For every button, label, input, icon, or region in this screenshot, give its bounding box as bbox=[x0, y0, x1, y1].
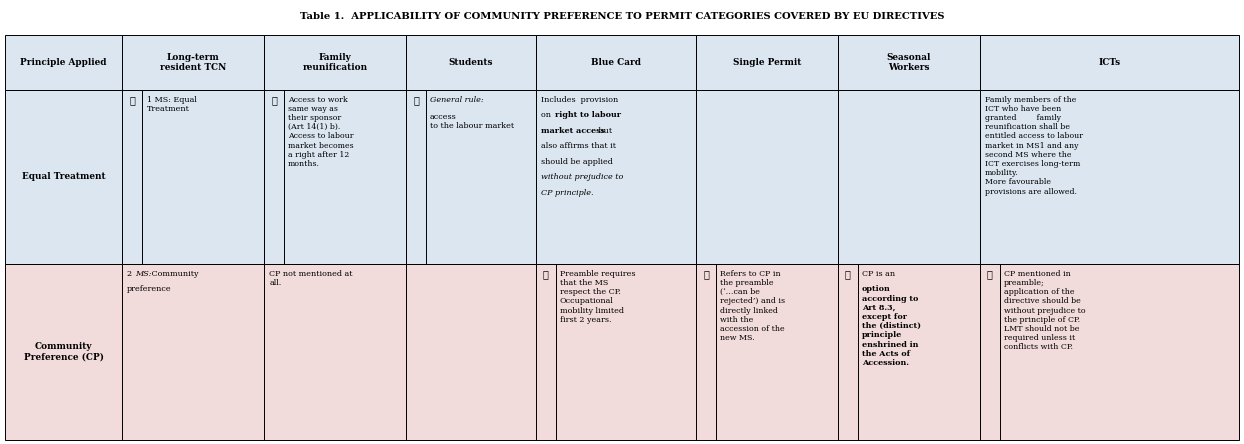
Bar bbox=[122, 90, 264, 264]
Bar bbox=[838, 35, 980, 90]
Text: Community
Preference (CP): Community Preference (CP) bbox=[24, 342, 103, 361]
Text: MS:: MS: bbox=[136, 270, 152, 278]
Text: Refers to CP in
the preamble
(‘…can be
rejected’) and is
directly linked
with th: Refers to CP in the preamble (‘…can be r… bbox=[720, 270, 785, 342]
Text: right to labour: right to labour bbox=[555, 111, 621, 119]
Text: ✓: ✓ bbox=[703, 270, 709, 279]
Text: Table 1.  APPLICABILITY OF COMMUNITY PREFERENCE TO PERMIT CATEGORIES COVERED BY : Table 1. APPLICABILITY OF COMMUNITY PREF… bbox=[300, 12, 944, 21]
Text: Equal Treatment: Equal Treatment bbox=[22, 172, 106, 181]
Text: 2: 2 bbox=[127, 270, 134, 278]
Text: Blue Card: Blue Card bbox=[591, 58, 641, 67]
Text: ✓: ✓ bbox=[271, 95, 277, 105]
Bar bbox=[264, 90, 406, 264]
Bar bbox=[536, 264, 697, 440]
Text: General rule:: General rule: bbox=[430, 95, 484, 104]
Text: without prejudice to: without prejudice to bbox=[541, 173, 623, 181]
Bar bbox=[5, 90, 122, 264]
Text: ✓: ✓ bbox=[129, 95, 136, 105]
Bar bbox=[536, 35, 697, 90]
Text: Students: Students bbox=[449, 58, 493, 67]
Text: ✓: ✓ bbox=[542, 270, 549, 279]
Bar bbox=[264, 35, 406, 90]
Bar bbox=[122, 35, 264, 90]
Bar bbox=[406, 35, 536, 90]
Text: ✓: ✓ bbox=[986, 270, 993, 279]
Text: ✓: ✓ bbox=[845, 270, 851, 279]
Bar bbox=[838, 90, 980, 264]
Text: 1 MS: Equal
Treatment: 1 MS: Equal Treatment bbox=[147, 95, 197, 113]
Text: Preamble requires
that the MS
respect the CP.
Occupational
mobility limited
firs: Preamble requires that the MS respect th… bbox=[560, 270, 636, 324]
Bar bbox=[264, 264, 406, 440]
Text: also affirms that it: also affirms that it bbox=[541, 142, 616, 150]
Bar bbox=[980, 35, 1239, 90]
Text: on: on bbox=[541, 111, 554, 119]
Bar bbox=[536, 90, 697, 264]
Text: market access: market access bbox=[541, 127, 605, 135]
Bar bbox=[697, 35, 838, 90]
Text: CP mentioned in
preamble;
application of the
directive should be
without prejudi: CP mentioned in preamble; application of… bbox=[1004, 270, 1086, 351]
Text: Single Permit: Single Permit bbox=[733, 58, 801, 67]
Text: Long-term
resident TCN: Long-term resident TCN bbox=[160, 53, 226, 72]
Text: Community: Community bbox=[149, 270, 199, 278]
Bar bbox=[980, 264, 1239, 440]
Bar bbox=[697, 90, 838, 264]
Bar bbox=[980, 90, 1239, 264]
Text: Principle Applied: Principle Applied bbox=[20, 58, 107, 67]
Text: access
to the labour market: access to the labour market bbox=[430, 113, 514, 130]
Text: Includes  provision: Includes provision bbox=[541, 95, 618, 104]
Text: CP not mentioned at
all.: CP not mentioned at all. bbox=[269, 270, 352, 287]
Text: CP principle.: CP principle. bbox=[541, 189, 593, 197]
Text: option
according to
Art 8.3,
except for
the (distinct)
principle
enshrined in
th: option according to Art 8.3, except for … bbox=[862, 285, 921, 367]
Text: preference: preference bbox=[127, 285, 172, 293]
Bar bbox=[697, 264, 838, 440]
Text: Family
reunification: Family reunification bbox=[302, 53, 368, 72]
Bar bbox=[838, 264, 980, 440]
Text: Seasonal
Workers: Seasonal Workers bbox=[887, 53, 931, 72]
Text: but: but bbox=[596, 127, 612, 135]
Bar bbox=[406, 90, 536, 264]
Text: Access to work
same way as
their sponsor
(Art 14(1) b).
Access to labour
market : Access to work same way as their sponsor… bbox=[289, 95, 353, 168]
Text: CP is an: CP is an bbox=[862, 270, 896, 278]
Text: ICTs: ICTs bbox=[1098, 58, 1121, 67]
Text: Family members of the
ICT who have been
granted        family
reunification shal: Family members of the ICT who have been … bbox=[985, 95, 1084, 196]
Text: ✓: ✓ bbox=[413, 95, 419, 105]
Bar bbox=[5, 35, 122, 90]
Text: should be applied: should be applied bbox=[541, 158, 612, 166]
Bar bbox=[122, 264, 264, 440]
Bar bbox=[5, 264, 122, 440]
Bar bbox=[406, 264, 536, 440]
